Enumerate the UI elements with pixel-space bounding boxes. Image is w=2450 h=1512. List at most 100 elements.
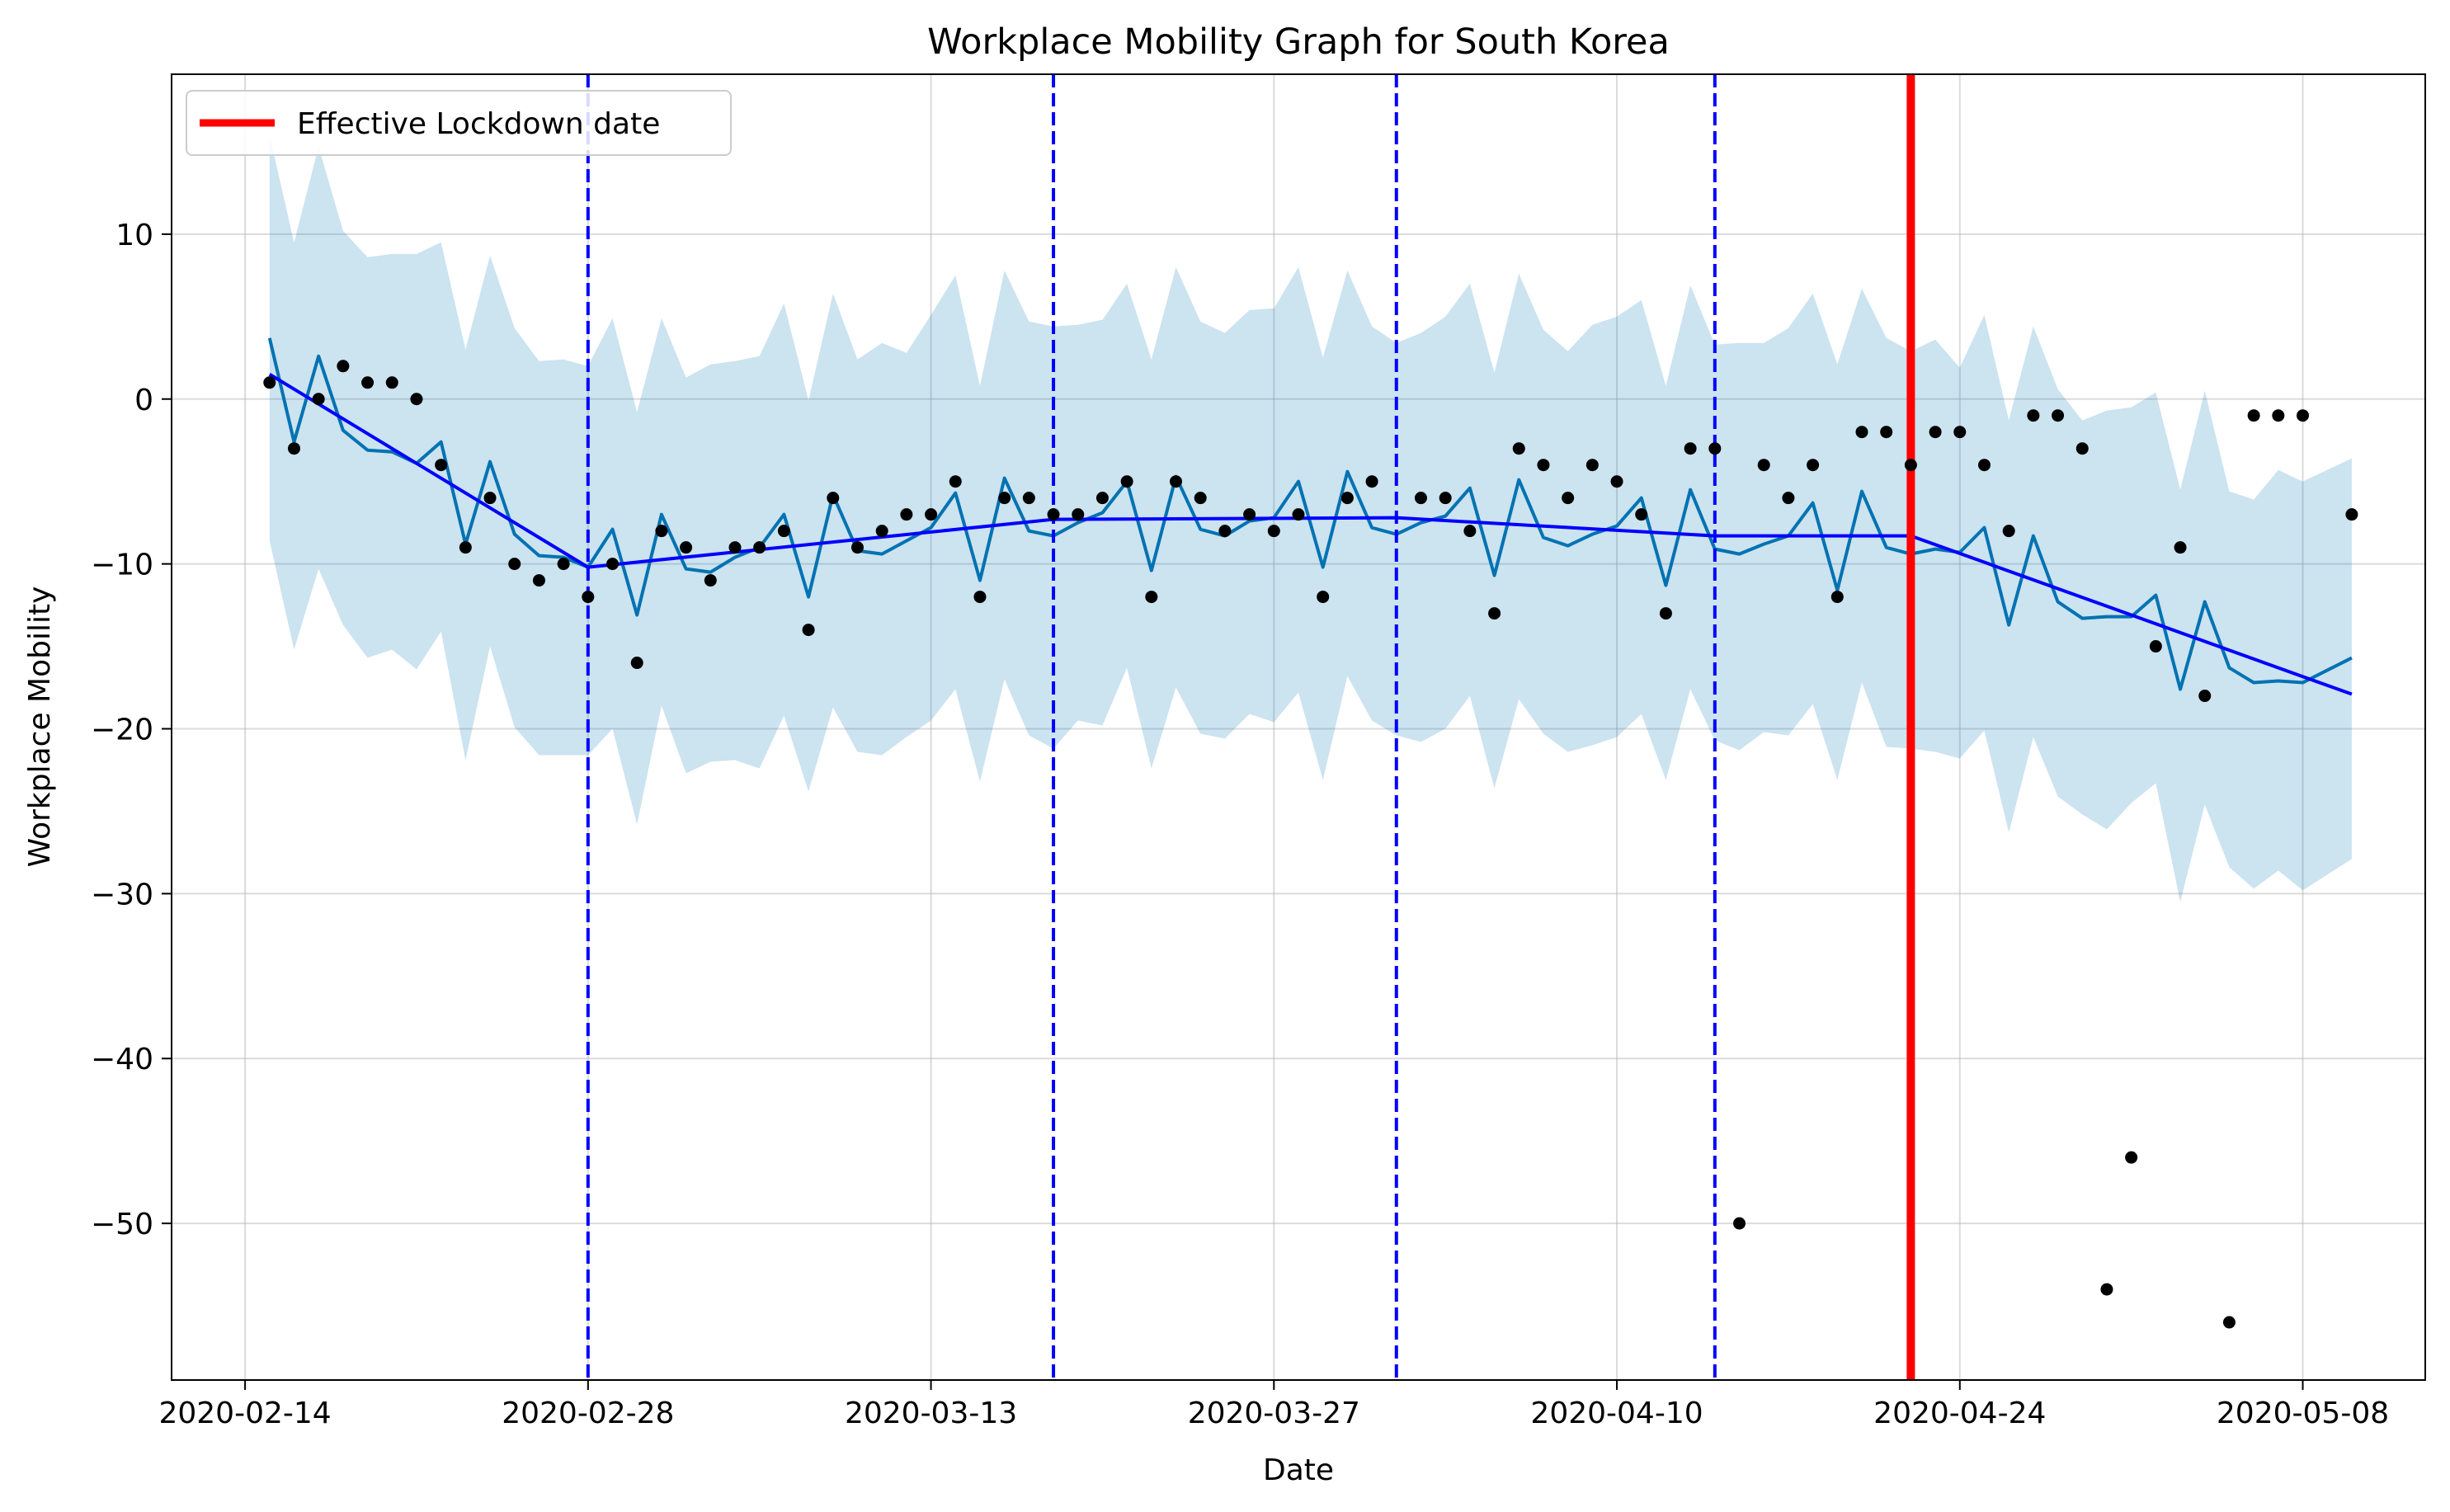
- observed-point: [1218, 525, 1232, 538]
- observed-point: [2125, 1151, 2138, 1164]
- legend-box: [186, 90, 732, 156]
- observed-point: [1855, 426, 1868, 439]
- observed-point: [1170, 475, 1183, 488]
- observed-point: [287, 442, 300, 455]
- observed-point: [2198, 690, 2212, 703]
- y-tick-label: −30: [91, 878, 153, 911]
- observed-point: [337, 360, 350, 373]
- observed-point: [1610, 475, 1623, 488]
- axis-ticks: 2020-02-14 2020-02-28 2020-03-13 2020-03-27…: [91, 219, 2389, 1430]
- observed-point: [508, 558, 521, 571]
- x-tick-label: 2020-05-08: [2217, 1397, 2389, 1430]
- observed-point: [1488, 607, 1501, 620]
- x-axis-title: Date: [1263, 1453, 1334, 1487]
- y-tick-label: −40: [91, 1043, 153, 1076]
- observed-point: [850, 541, 864, 554]
- observed-point: [2272, 409, 2285, 422]
- observed-point: [1733, 1217, 1746, 1230]
- observed-point: [1145, 591, 1158, 604]
- observed-point: [606, 558, 620, 571]
- observed-point: [925, 508, 938, 521]
- observed-point: [1120, 475, 1133, 488]
- observed-point: [1439, 492, 1452, 505]
- observed-point: [483, 492, 497, 505]
- grid: [172, 74, 2425, 1380]
- observed-point: [802, 624, 815, 637]
- observed-point: [532, 574, 545, 587]
- observed-point: [1414, 492, 1427, 505]
- observed-point: [1830, 591, 1844, 604]
- observed-point: [410, 393, 423, 406]
- observed-point: [1095, 492, 1109, 505]
- plot-frame: [171, 73, 2426, 1381]
- observed-point: [1243, 508, 1256, 521]
- observed-point: [1757, 459, 1770, 472]
- y-tick-label: 0: [134, 384, 153, 417]
- y-tick-label: 10: [115, 219, 153, 252]
- observed-point: [1807, 459, 1820, 472]
- observed-point: [1684, 442, 1697, 455]
- x-tick-label: 2020-03-27: [1188, 1397, 1360, 1430]
- y-tick-label: −50: [91, 1208, 153, 1241]
- observed-point: [630, 657, 643, 670]
- observed-point: [900, 508, 913, 521]
- observed-point: [1317, 591, 1330, 604]
- x-tick-label: 2020-02-14: [158, 1397, 331, 1430]
- legend: Effective Lockdown date: [186, 90, 732, 156]
- observed-point: [1635, 508, 1648, 521]
- observed-point: [704, 574, 717, 587]
- x-tick-label: 2020-03-13: [845, 1397, 1017, 1430]
- observed-point: [2222, 1316, 2236, 1329]
- observed-point: [1782, 492, 1795, 505]
- observed-point: [1537, 459, 1550, 472]
- observed-point: [1708, 442, 1722, 455]
- observed-point: [2052, 409, 2065, 422]
- y-axis-title: Workplace Mobility: [23, 586, 57, 868]
- observed-point: [263, 376, 276, 389]
- observed-point: [2002, 525, 2015, 538]
- observed-point: [973, 591, 987, 604]
- observed-point: [1365, 475, 1378, 488]
- reference-lines: [586, 74, 1915, 1380]
- observed-point: [1562, 492, 1575, 505]
- observed-point: [1880, 426, 1893, 439]
- observed-points: [263, 360, 2358, 1329]
- observed-point: [1659, 607, 1672, 620]
- observed-point: [949, 475, 962, 488]
- observed-point: [1072, 508, 1085, 521]
- y-tick-label: −10: [91, 549, 153, 582]
- x-tick-label: 2020-02-28: [502, 1397, 674, 1430]
- observed-point: [459, 541, 472, 554]
- observed-point: [777, 525, 790, 538]
- observed-point: [1904, 459, 1917, 472]
- observed-point: [2247, 409, 2260, 422]
- legend-label-lockdown: Effective Lockdown date: [297, 107, 660, 141]
- observed-point: [582, 591, 595, 604]
- observed-point: [1585, 459, 1599, 472]
- observed-point: [998, 492, 1011, 505]
- x-tick-label: 2020-04-10: [1530, 1397, 1703, 1430]
- observed-point: [557, 558, 570, 571]
- observed-point: [827, 492, 840, 505]
- forecast-line: [267, 337, 2353, 691]
- observed-point: [1267, 525, 1280, 538]
- chart-title: Workplace Mobility Graph for South Korea: [927, 21, 1670, 63]
- observed-point: [1463, 525, 1477, 538]
- observed-point: [875, 525, 888, 538]
- observed-point: [2027, 409, 2040, 422]
- observed-point: [753, 541, 766, 554]
- y-tick-label: −20: [91, 713, 153, 747]
- observed-point: [1292, 508, 1305, 521]
- observed-point: [1977, 459, 1991, 472]
- observed-point: [2174, 541, 2187, 554]
- observed-point: [385, 376, 398, 389]
- observed-point: [1022, 492, 1035, 505]
- observed-point: [2149, 640, 2162, 653]
- observed-point: [435, 459, 448, 472]
- observed-point: [2345, 508, 2358, 521]
- observed-point: [1953, 426, 1967, 439]
- observed-point: [728, 541, 742, 554]
- observed-point: [361, 376, 375, 389]
